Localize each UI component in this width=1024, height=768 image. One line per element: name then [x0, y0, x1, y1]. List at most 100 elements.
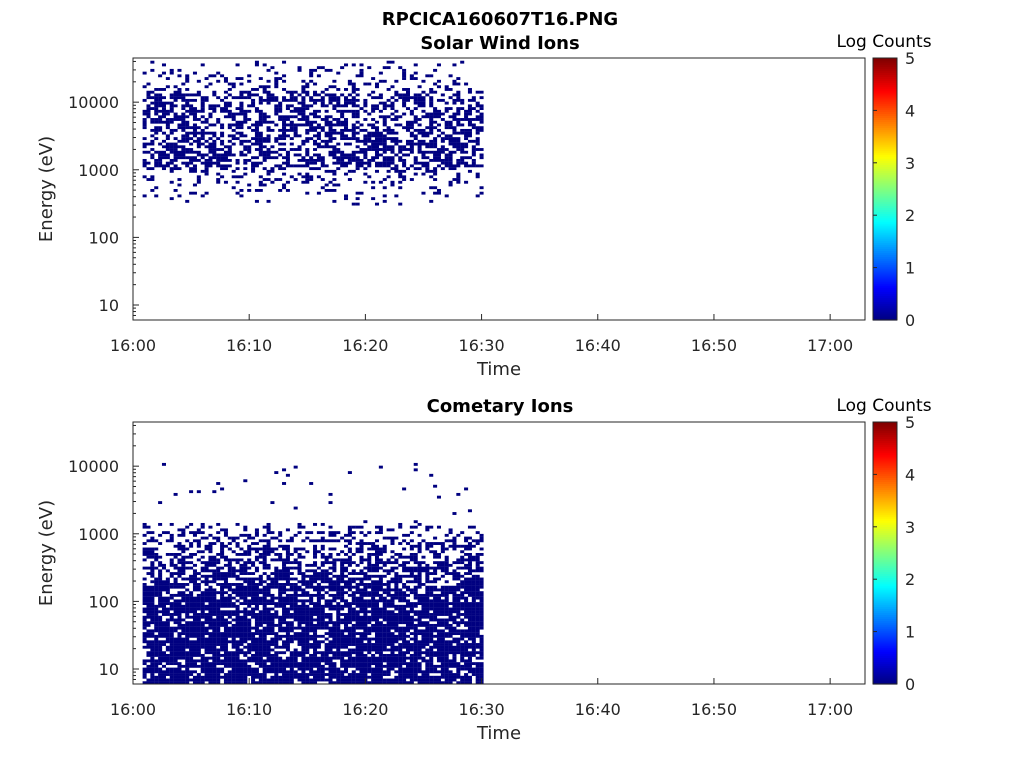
spectrogram-cell	[297, 531, 302, 535]
spectrogram-cell	[285, 164, 290, 168]
spectrogram-cell	[177, 623, 182, 627]
spectrogram-cell	[150, 640, 155, 644]
spectrogram-cell	[270, 180, 275, 184]
spectrogram-cell	[429, 199, 434, 203]
spectrogram-cell	[297, 618, 302, 622]
spectrogram-cell	[247, 632, 252, 636]
spectrogram-cell	[262, 563, 267, 567]
spectrogram-cell	[247, 90, 252, 94]
spectrogram-cell	[433, 678, 438, 682]
spectrogram-cell	[200, 591, 205, 595]
spectrogram-cell	[440, 118, 445, 121]
spectrogram-cell	[243, 561, 248, 565]
colorbar-band	[873, 215, 897, 219]
spectrogram-cell	[189, 148, 194, 151]
spectrogram-cell	[278, 588, 283, 592]
spectrogram-cell	[177, 585, 182, 589]
spectrogram-cell	[258, 591, 263, 595]
spectrogram-cell	[374, 659, 380, 663]
spectrogram-cell	[367, 664, 372, 668]
spectrogram-cell	[409, 610, 414, 614]
spectrogram-cell	[374, 678, 380, 682]
spectrogram-cell	[316, 662, 321, 666]
spectrogram-cell	[351, 637, 356, 641]
spectrogram-cell	[440, 681, 445, 685]
spectrogram-cell	[359, 561, 364, 565]
spectrogram-cell	[413, 569, 418, 573]
spectrogram-cell	[177, 123, 182, 127]
spectrogram-cell	[285, 550, 290, 554]
spectrogram-cell	[235, 648, 240, 652]
spectrogram-cell	[282, 673, 287, 676]
spectrogram-cell	[371, 623, 376, 627]
colorbar-band	[873, 166, 897, 170]
spectrogram-cell	[378, 656, 383, 660]
spectrogram-cell	[161, 629, 166, 633]
spectrogram-cell	[177, 553, 182, 556]
spectrogram-cell	[305, 550, 310, 554]
spectrogram-cell	[305, 536, 310, 540]
spectrogram-cell	[402, 96, 407, 100]
spectrogram-cell	[185, 615, 190, 619]
spectrogram-cell	[421, 675, 426, 679]
spectrogram-cell	[378, 531, 383, 535]
spectrogram-cell	[374, 126, 380, 130]
spectrogram-cell	[220, 645, 225, 649]
spectrogram-cell	[347, 656, 352, 660]
colorbar-band	[873, 78, 897, 82]
spectrogram-cell	[223, 634, 228, 638]
spectrogram-cell	[185, 164, 190, 168]
spectrogram-cell	[425, 667, 430, 671]
spectrogram-cell	[355, 610, 360, 614]
spectrogram-cell	[313, 569, 318, 573]
spectrogram-cell	[355, 640, 360, 644]
spectrogram-cell	[305, 626, 310, 630]
spectrogram-cell	[363, 98, 368, 102]
spectrogram-cell	[460, 123, 465, 127]
spectrogram-cell	[367, 667, 372, 671]
spectrogram-cell	[405, 651, 410, 655]
spectrogram-cell	[223, 164, 228, 168]
spectrogram-cell	[254, 156, 259, 160]
spectrogram-cell	[347, 648, 352, 652]
spectrogram-cell	[460, 131, 465, 135]
spectrogram-cell	[200, 137, 205, 141]
spectrogram-cell	[313, 574, 318, 578]
spectrogram-cell	[332, 585, 337, 589]
spectrogram-cell	[262, 659, 267, 663]
spectrogram-cell	[336, 610, 341, 614]
spectrogram-cell	[185, 566, 190, 570]
spectrogram-cell	[297, 118, 302, 121]
spectrogram-cell	[332, 626, 337, 630]
spectrogram-cell	[266, 178, 271, 181]
spectrogram-cell	[413, 656, 418, 660]
spectrogram-cell	[146, 659, 151, 663]
spectrogram-cell	[425, 602, 430, 606]
spectrogram-cell	[433, 599, 438, 603]
spectrogram-cell	[316, 664, 321, 668]
spectrogram-cell	[212, 561, 217, 565]
spectrogram-cell	[293, 115, 298, 119]
spectrogram-cell	[413, 640, 418, 644]
spectrogram-cell	[347, 577, 352, 581]
spectrogram-cell	[433, 585, 438, 589]
spectrogram-cell	[332, 580, 337, 584]
spectrogram-cell	[169, 651, 174, 655]
spectrogram-cell	[243, 90, 248, 94]
spectrogram-cell	[316, 539, 321, 543]
spectrogram-cell	[378, 93, 383, 97]
spectrogram-cell	[220, 542, 225, 545]
spectrogram-cell	[285, 621, 290, 625]
spectrogram-cell	[185, 131, 190, 135]
spectrogram-cell	[363, 156, 368, 160]
colorbar-tick-label: 1	[905, 259, 915, 278]
spectrogram-cell	[336, 648, 341, 652]
spectrogram-cell	[200, 604, 205, 608]
spectrogram-cell	[150, 178, 155, 181]
spectrogram-cell	[305, 90, 310, 94]
spectrogram-cell	[204, 191, 209, 195]
spectrogram-cell	[247, 613, 252, 616]
spectrogram-cell	[398, 667, 403, 671]
spectrogram-cell	[278, 664, 283, 668]
spectrogram-cell	[192, 678, 197, 682]
